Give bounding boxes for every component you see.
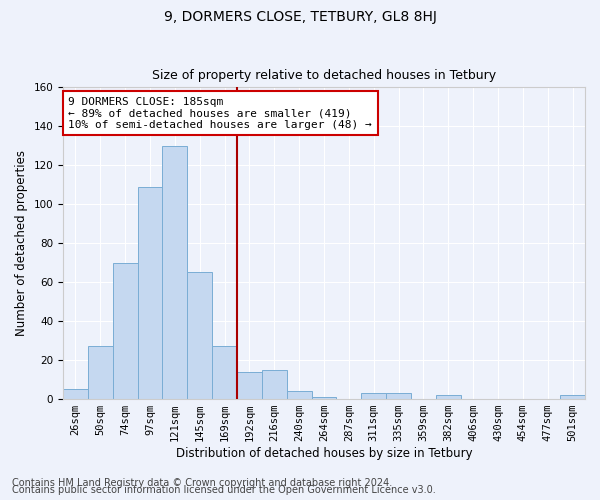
- Text: Contains HM Land Registry data © Crown copyright and database right 2024.: Contains HM Land Registry data © Crown c…: [12, 478, 392, 488]
- Text: Contains public sector information licensed under the Open Government Licence v3: Contains public sector information licen…: [12, 485, 436, 495]
- Bar: [361, 393, 386, 399]
- Y-axis label: Number of detached properties: Number of detached properties: [15, 150, 28, 336]
- Bar: [187, 272, 212, 399]
- Bar: [88, 346, 113, 399]
- Text: 9, DORMERS CLOSE, TETBURY, GL8 8HJ: 9, DORMERS CLOSE, TETBURY, GL8 8HJ: [164, 10, 436, 24]
- Bar: [436, 395, 461, 399]
- Bar: [262, 370, 287, 399]
- Bar: [137, 186, 163, 399]
- Bar: [287, 392, 311, 399]
- Bar: [113, 262, 137, 399]
- Title: Size of property relative to detached houses in Tetbury: Size of property relative to detached ho…: [152, 69, 496, 82]
- Bar: [311, 397, 337, 399]
- Bar: [386, 393, 411, 399]
- Bar: [237, 372, 262, 399]
- Bar: [560, 395, 585, 399]
- Bar: [63, 390, 88, 399]
- Bar: [212, 346, 237, 399]
- Bar: [163, 146, 187, 399]
- X-axis label: Distribution of detached houses by size in Tetbury: Distribution of detached houses by size …: [176, 447, 472, 460]
- Text: 9 DORMERS CLOSE: 185sqm
← 89% of detached houses are smaller (419)
10% of semi-d: 9 DORMERS CLOSE: 185sqm ← 89% of detache…: [68, 96, 372, 130]
